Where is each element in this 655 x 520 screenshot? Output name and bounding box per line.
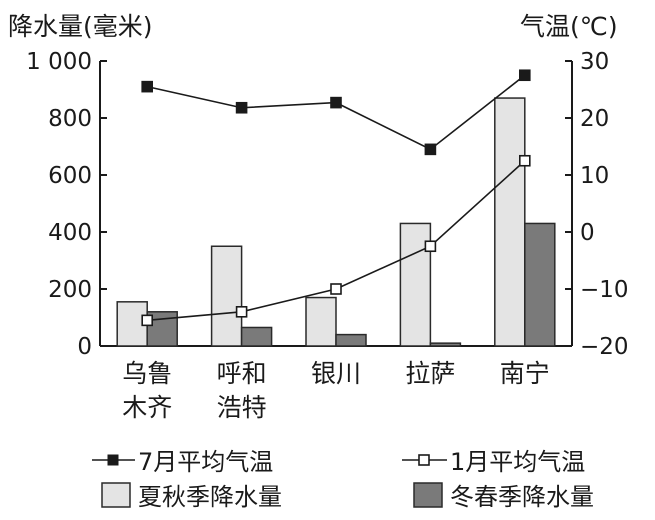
right-tick-label: 30	[580, 49, 609, 75]
bar-summer-autumn-yinchuan	[305, 296, 337, 347]
bar-winter-spring-nanning	[524, 222, 556, 347]
left-tick-label: 800	[48, 106, 92, 132]
legend-label-january: 1月平均气温	[450, 448, 585, 476]
january-temp-point-nanning	[518, 154, 531, 167]
left-tick-label: 200	[48, 277, 92, 303]
legend-summer-autumn-swatch	[101, 482, 131, 508]
bar-summer-autumn-nanning	[494, 97, 526, 347]
left-tick-label: 400	[48, 220, 92, 246]
legend-label-july: 7月平均气温	[138, 448, 273, 476]
bar-winter-spring-yinchuan	[335, 333, 367, 347]
right-axis-title: 气温(℃)	[520, 12, 618, 41]
right-tick-label: 10	[580, 163, 609, 189]
right-tick-label: 0	[580, 220, 595, 246]
category-label-nanning: 南宁	[500, 359, 550, 388]
legend-january-swatch-marker	[418, 454, 430, 466]
july-temp-point-nanning	[518, 69, 531, 82]
category-label-hohhot: 呼和	[217, 359, 267, 388]
january-temp-point-yinchuan	[330, 283, 342, 295]
bar-winter-spring-lhasa	[429, 342, 462, 347]
right-tick-label: −20	[580, 334, 629, 360]
july-temp-line	[147, 74, 526, 151]
left-tick-label: 600	[48, 163, 92, 189]
july-temp-point-yinchuan	[330, 96, 342, 109]
july-temp-point-urumqi	[141, 80, 153, 93]
category-label-lhasa: 拉萨	[405, 359, 455, 388]
july-temp-point-lhasa	[424, 143, 437, 156]
right-tick-label: 20	[580, 106, 609, 132]
left-tick-label: 0	[77, 334, 92, 360]
category-label-urumqi: 木齐	[122, 393, 172, 422]
legend-label-winter-spring: 冬春季降水量	[450, 483, 594, 511]
category-label-hohhot: 浩特	[217, 393, 267, 422]
category-label-urumqi: 乌鲁	[122, 359, 172, 388]
left-tick-label: 1 000	[26, 49, 92, 75]
category-label-yinchuan: 银川	[311, 359, 361, 388]
january-temp-point-urumqi	[141, 314, 153, 327]
left-axis-title: 降水量(毫米)	[8, 12, 153, 41]
bar-winter-spring-hohhot	[240, 326, 273, 347]
legend-july-swatch-marker	[107, 454, 119, 466]
legend-winter-spring-swatch	[413, 482, 443, 508]
january-temp-point-lhasa	[424, 240, 437, 253]
bar-summer-autumn-hohhot	[210, 245, 243, 347]
right-tick-label: −10	[580, 277, 629, 303]
july-temp-point-hohhot	[235, 101, 248, 114]
january-temp-line	[147, 160, 526, 322]
january-temp-point-hohhot	[235, 305, 248, 318]
legend-label-summer-autumn: 夏秋季降水量	[138, 483, 282, 511]
legend: 7月平均气温 1月平均气温 夏秋季降水量 冬春季降水量	[138, 448, 594, 511]
